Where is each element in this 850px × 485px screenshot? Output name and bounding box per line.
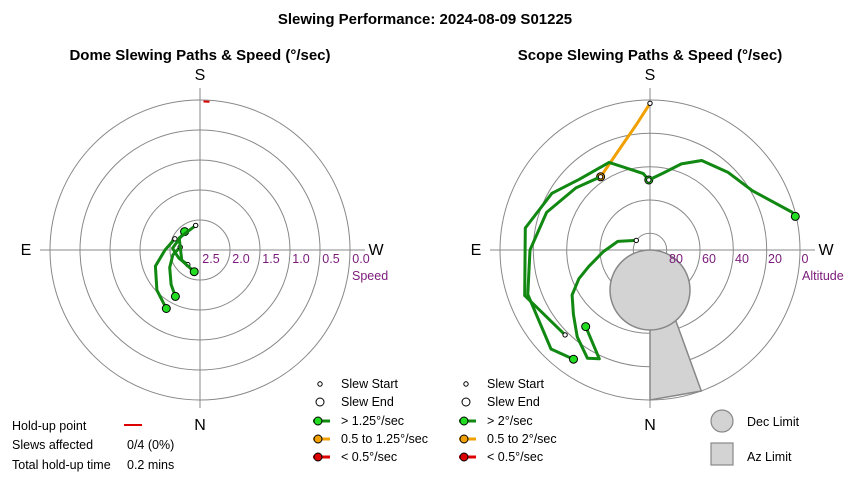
legend-fast-marker	[460, 417, 468, 425]
scope-slew-start-point	[647, 178, 651, 182]
scope-tick-label: 60	[702, 252, 716, 266]
scope-slew-start-point	[648, 101, 652, 105]
dome-dir-right: W	[368, 242, 384, 259]
dome-tick-label: 2.5	[202, 252, 219, 266]
legend-slew-end-marker	[462, 398, 470, 406]
legend-label: > 2°/sec	[487, 414, 533, 428]
dome-tick-label: 0.5	[322, 252, 339, 266]
legend-label: > 1.25°/sec	[341, 414, 404, 428]
slews-affected-label: Slews affected	[12, 438, 93, 452]
hold-up-stats: Hold-up point Slews affected 0/4 (0%) To…	[12, 419, 174, 472]
figure-title: Slewing Performance: 2024-08-09 S01225	[278, 11, 572, 28]
scope-dir-bottom: N	[644, 417, 656, 434]
legend-label: Dec Limit	[747, 415, 800, 429]
dome-tick-label: 1.0	[292, 252, 309, 266]
dome-dir-left: E	[21, 242, 32, 259]
scope-chart-title: Scope Slewing Paths & Speed (°/sec)	[518, 47, 782, 64]
legend-label: 0.5 to 1.25°/sec	[341, 432, 428, 446]
scope-tick-label: 0	[802, 252, 809, 266]
scope-slew-end-point	[570, 355, 578, 363]
legend-az-limit-marker	[711, 443, 733, 465]
scope-slew-path-1	[601, 103, 650, 177]
scope-dir-left: E	[471, 242, 482, 259]
legend-dec-limit-marker	[711, 410, 733, 432]
dome-dir-bottom: N	[194, 417, 206, 434]
hold-up-point-label: Hold-up point	[12, 419, 87, 433]
scope-limits	[610, 250, 701, 400]
scope-slew-start-point	[598, 175, 602, 179]
legend-medium-marker	[314, 435, 322, 443]
scope-tick-label: 80	[669, 252, 683, 266]
dome-legend: Slew Start Slew End > 1.25°/sec 0.5 to 1…	[313, 377, 428, 464]
dome-panel: Dome Slewing Paths & Speed (°/sec) S N E…	[12, 47, 428, 472]
dome-tick-label: 1.5	[262, 252, 279, 266]
scope-radial-axis-label: Altitude	[802, 269, 844, 283]
dome-dir-top: S	[195, 67, 206, 84]
legend-label: Slew Start	[487, 377, 544, 391]
legend-slew-end-marker	[316, 398, 324, 406]
dome-slew-end-point	[162, 305, 170, 313]
legend-label: Slew End	[341, 395, 394, 409]
scope-dir-top: S	[645, 67, 656, 84]
legend-medium-marker	[460, 435, 468, 443]
dome-tick-label: 2.0	[232, 252, 249, 266]
dome-radial-axis-label: Speed	[352, 269, 388, 283]
legend-fast-marker	[314, 417, 322, 425]
scope-slew-start-point	[563, 333, 567, 337]
legend-label: < 0.5°/sec	[487, 450, 543, 464]
scope-slew-end-point	[582, 323, 590, 331]
total-hold-up-value: 0.2 mins	[127, 458, 174, 472]
scope-tick-label: 40	[735, 252, 749, 266]
legend-label: < 0.5°/sec	[341, 450, 397, 464]
scope-slew-path-2	[528, 177, 601, 359]
legend-slow-marker	[314, 453, 322, 461]
scope-slew-end-point	[791, 212, 799, 220]
legend-label: 0.5 to 2°/sec	[487, 432, 557, 446]
dome-slew-start-point	[194, 223, 198, 227]
dome-slew-end-point	[190, 268, 198, 276]
dome-chart-title: Dome Slewing Paths & Speed (°/sec)	[69, 47, 330, 64]
dome-slew-end-point	[171, 292, 179, 300]
legend-slew-start-marker	[464, 382, 468, 386]
dome-tick-label: 0.0	[352, 252, 369, 266]
legend-label: Az Limit	[747, 450, 792, 464]
legend-slow-marker	[460, 453, 468, 461]
scope-panel: Scope Slewing Paths & Speed (°/sec) S N …	[459, 47, 844, 465]
legend-slew-start-marker	[318, 382, 322, 386]
scope-slew-start-point	[634, 238, 638, 242]
legend-label: Slew End	[487, 395, 540, 409]
scope-tick-label: 20	[768, 252, 782, 266]
legend-label: Slew Start	[341, 377, 398, 391]
total-hold-up-label: Total hold-up time	[12, 458, 111, 472]
slews-affected-value: 0/4 (0%)	[127, 438, 174, 452]
dome-polar-grid	[40, 88, 365, 408]
scope-legend: Slew Start Slew End > 2°/sec 0.5 to 2°/s…	[459, 377, 800, 465]
scope-dir-right: W	[818, 242, 834, 259]
dome-slew-paths	[155, 102, 209, 313]
